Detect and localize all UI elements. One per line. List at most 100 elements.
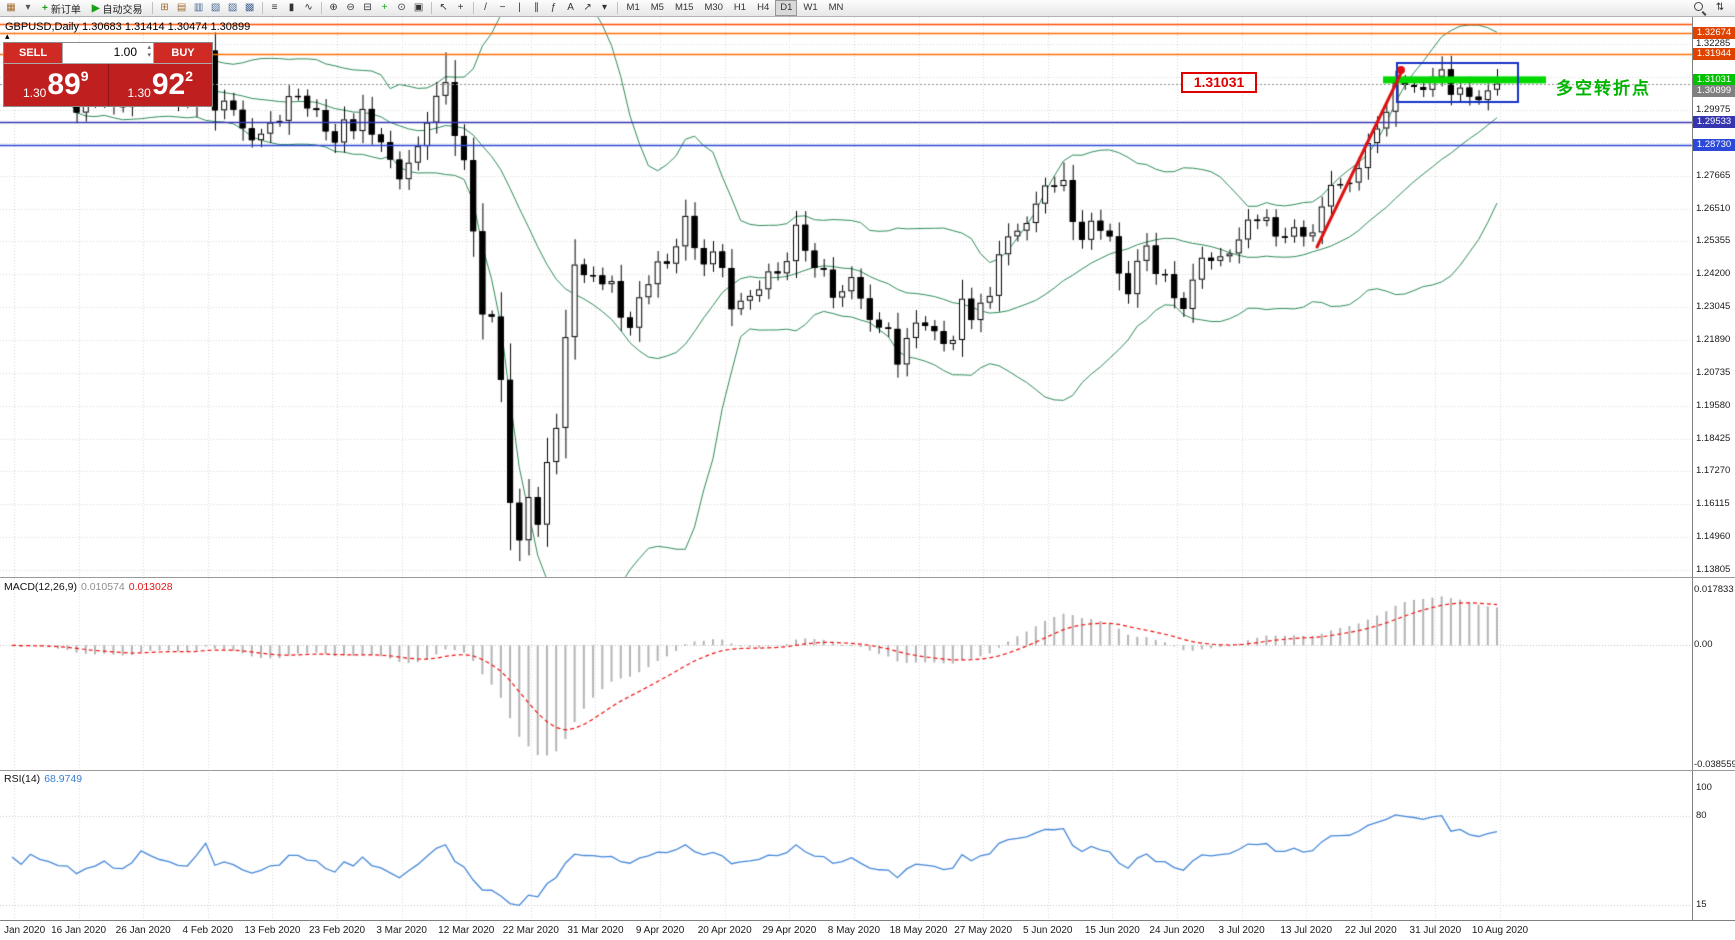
date-axis-label: 12 Mar 2020 xyxy=(438,925,495,936)
date-axis-label: 13 Jul 2020 xyxy=(1280,925,1333,936)
period-button-m30[interactable]: M30 xyxy=(704,2,723,13)
autotrading-icon: ▶ xyxy=(91,2,100,14)
toolbar-separator xyxy=(616,2,618,14)
turning-point-label[interactable]: 多空转折点 xyxy=(1556,79,1651,98)
chart-window-dropdown-icon[interactable]: ▾ xyxy=(25,2,31,13)
zoom-in-icon[interactable]: ⊕ xyxy=(329,2,338,13)
search-icon[interactable] xyxy=(1694,2,1706,14)
date-axis-label: 15 Jun 2020 xyxy=(1084,925,1140,936)
period-button-h4[interactable]: H4 xyxy=(757,2,770,13)
buy-price[interactable]: 1.30 92 2 xyxy=(108,64,212,106)
date-axis-label: 29 Apr 2020 xyxy=(762,925,817,936)
date-axis-label: 26 Jan 2020 xyxy=(115,925,171,936)
date-axis-label: 31 Mar 2020 xyxy=(567,925,624,936)
date-axis-label: 20 Apr 2020 xyxy=(697,925,752,936)
arrow-tools-icon[interactable]: ↗ xyxy=(583,2,592,13)
tile-windows-icon[interactable]: ⊟ xyxy=(363,2,372,13)
sell-price[interactable]: 1.30 89 9 xyxy=(4,64,109,106)
new-order-button[interactable]: + 新订单 xyxy=(37,1,86,16)
equidistant-channel-icon[interactable]: ∥ xyxy=(534,2,540,13)
periodicity-icon[interactable]: ⊙ xyxy=(397,2,406,13)
price-axis[interactable] xyxy=(1692,17,1735,920)
sell-button[interactable]: SELL xyxy=(4,43,62,63)
date-axis-label: 5 Jun 2020 xyxy=(1022,925,1073,936)
autotrading-button-label: 自动交易 xyxy=(102,4,143,16)
price-flag-annotation[interactable]: 1.31031 xyxy=(1181,72,1257,93)
period-button-mn[interactable]: MN xyxy=(828,2,844,13)
period-button-h1[interactable]: H1 xyxy=(733,2,747,13)
rsi-panel-separator[interactable] xyxy=(0,770,1735,771)
date-axis[interactable]: Jan 2020 16 Jan 2020 26 Jan 2020 4 Feb 2020… xyxy=(0,920,1735,940)
date-axis-label: 27 May 2020 xyxy=(954,925,1013,936)
horizontal-line-icon[interactable]: − xyxy=(499,2,506,13)
volume-field: ▴ ▾ xyxy=(62,43,154,63)
rsi-value: 68.9749 xyxy=(44,773,83,785)
text-label-icon[interactable]: A xyxy=(567,2,574,13)
line-chart-icon[interactable]: ∿ xyxy=(304,2,313,13)
macd-name: MACD(12,26,9) xyxy=(4,581,77,593)
vertical-line-icon[interactable]: | xyxy=(518,2,521,13)
date-axis-label: 31 Jul 2020 xyxy=(1409,925,1462,936)
volume-down-icon[interactable]: ▾ xyxy=(147,52,151,59)
date-axis-label: 8 May 2020 xyxy=(827,925,881,936)
buy-button[interactable]: BUY xyxy=(154,43,212,63)
trendline-icon[interactable]: / xyxy=(484,2,487,13)
buy-price-point: 2 xyxy=(185,68,194,84)
toolbar-separator xyxy=(430,2,432,14)
toolbar: ▦ ▾ + 新订单 ▶ 自动交易 ⊞ ▤ ▥ ▧ ▨ ▩ ≡ ▮ ∿ ⊕ ⊖ ⊟ + ⊙ ▣ ↖ + / − | ∥ ƒ A ↗ ▾ M1 M5… xyxy=(0,0,1735,17)
templates-icon[interactable]: ▣ xyxy=(413,2,424,13)
macd-main-value: 0.010574 xyxy=(80,581,125,593)
volume-input[interactable] xyxy=(63,43,153,61)
buy-price-pips: 92 xyxy=(151,68,186,101)
fibonacci-icon[interactable]: ƒ xyxy=(550,2,557,13)
bar-chart-icon[interactable]: ≡ xyxy=(271,2,278,13)
navigator-icon[interactable]: ▨ xyxy=(227,2,238,13)
period-button-w1[interactable]: W1 xyxy=(803,2,818,13)
new-order-button-label: 新订单 xyxy=(50,4,81,16)
terminal-icon[interactable]: ▩ xyxy=(244,2,255,13)
date-axis-label: 16 Jan 2020 xyxy=(51,925,107,936)
volume-spinner: ▴ ▾ xyxy=(147,44,151,60)
date-axis-label: 24 Jun 2020 xyxy=(1149,925,1205,936)
chart-ohlc-values: 1.30683 1.31414 1.30474 1.30899 xyxy=(82,21,251,33)
date-axis-label: 22 Mar 2020 xyxy=(502,925,559,936)
toolbar-right-group: ⇅ xyxy=(1694,1,1732,15)
chart-window-icon[interactable]: ▦ xyxy=(6,2,16,13)
date-axis-label: Jan 2020 xyxy=(4,925,46,936)
zoom-out-icon[interactable]: ⊖ xyxy=(346,2,355,13)
date-axis-label: 3 Mar 2020 xyxy=(376,925,427,936)
panel-toggle-icon[interactable]: ⇅ xyxy=(1715,2,1725,13)
candlestick-chart-icon[interactable]: ▮ xyxy=(288,2,295,13)
toolbar-separator xyxy=(261,2,263,14)
period-button-m5[interactable]: M5 xyxy=(650,2,664,13)
date-axis-label: 9 Apr 2020 xyxy=(635,925,685,936)
macd-panel-separator[interactable] xyxy=(0,577,1735,578)
profiles-icon[interactable]: ▤ xyxy=(176,2,187,13)
date-axis-label: 3 Jul 2020 xyxy=(1218,925,1265,936)
sell-price-point: 9 xyxy=(80,68,89,84)
period-button-m1[interactable]: M1 xyxy=(626,2,640,13)
sell-price-base: 1.30 xyxy=(22,86,47,100)
chart-title: GBPUSD,Daily 1.30683 1.31414 1.30474 1.3… xyxy=(5,21,250,33)
period-button-d1[interactable]: D1 xyxy=(775,0,798,16)
cursor-icon[interactable]: ↖ xyxy=(439,2,448,13)
crosshair-icon[interactable]: + xyxy=(457,2,464,13)
indicators-icon[interactable]: + xyxy=(381,2,388,13)
period-button-m15[interactable]: M15 xyxy=(674,2,694,13)
date-axis-label: 4 Feb 2020 xyxy=(182,925,234,936)
data-window-icon[interactable]: ▧ xyxy=(210,2,221,13)
shapes-dropdown-icon[interactable]: ▾ xyxy=(602,2,608,13)
volume-up-icon[interactable]: ▴ xyxy=(147,44,151,51)
date-axis-label: 10 Aug 2020 xyxy=(1471,925,1529,936)
new-order-icon: + xyxy=(42,2,48,14)
new-chart-icon[interactable]: ⊞ xyxy=(160,2,169,13)
autotrading-button[interactable]: ▶ 自动交易 xyxy=(87,1,148,16)
one-click-collapse-icon[interactable]: ▴ xyxy=(5,31,10,41)
market-watch-icon[interactable]: ▥ xyxy=(193,2,204,13)
date-axis-label: 13 Feb 2020 xyxy=(244,925,301,936)
buy-price-base: 1.30 xyxy=(127,86,151,100)
sell-price-pips: 89 xyxy=(47,68,81,101)
toolbar-separator xyxy=(320,2,322,14)
